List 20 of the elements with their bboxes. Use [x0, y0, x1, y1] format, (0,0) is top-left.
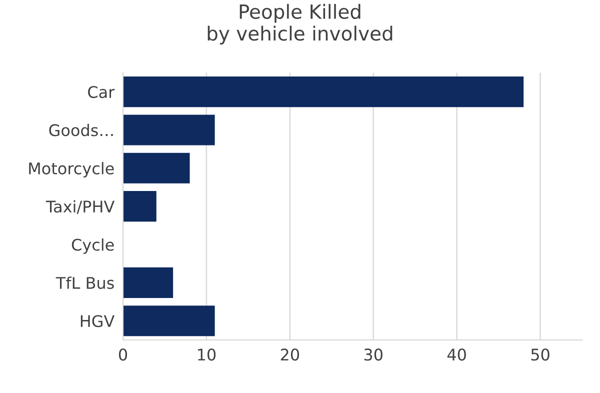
- bar: [123, 152, 190, 184]
- bar: [123, 306, 215, 336]
- chart-title: People Killed by vehicle involved: [208, 4, 392, 45]
- bar: [123, 191, 156, 222]
- y-tick-label: Car: [88, 86, 115, 98]
- y-tick-label: TfL Bus: [56, 276, 114, 289]
- x-tick-label: 40: [447, 348, 466, 361]
- y-tick-label: Goods…: [49, 124, 113, 136]
- y-tick-label: Motorcycle: [29, 162, 114, 178]
- y-tick-label: Cycle: [72, 238, 114, 254]
- bar: [123, 267, 174, 298]
- bar: [123, 76, 524, 108]
- x-tick-label: 0: [118, 348, 128, 361]
- x-tick-label: 30: [364, 348, 382, 361]
- x-tick-label: 20: [280, 348, 300, 361]
- x-tick-label: 10: [198, 348, 216, 361]
- bar: [123, 114, 215, 146]
- x-tick-label: 50: [531, 348, 550, 361]
- y-tick-label: HGV: [80, 315, 115, 328]
- y-tick-label: Taxi/PHV: [46, 200, 115, 214]
